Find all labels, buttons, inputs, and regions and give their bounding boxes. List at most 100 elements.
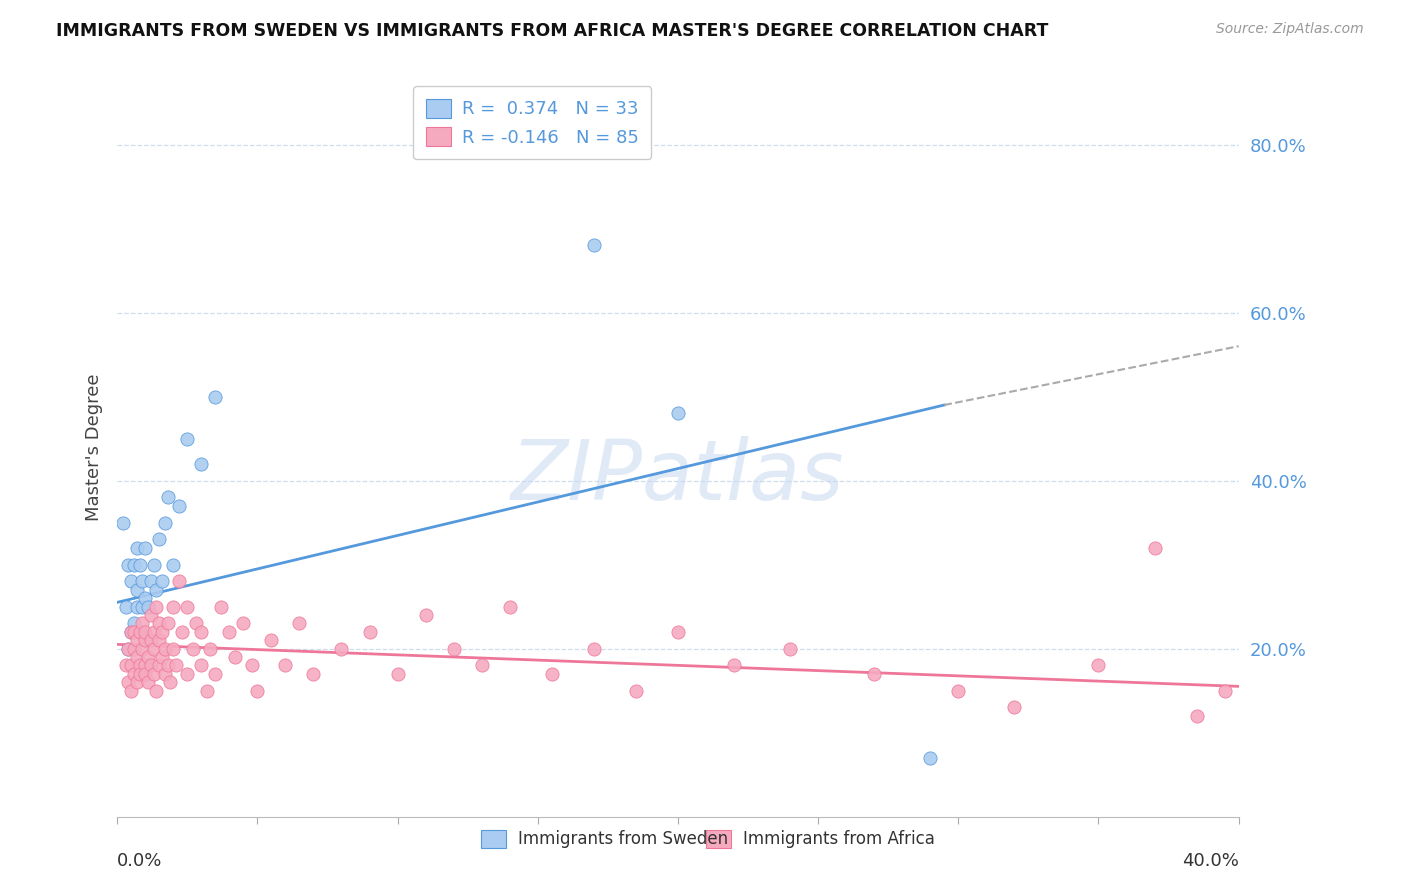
Point — [218, 624, 240, 639]
Point — [122, 624, 145, 639]
Point — [131, 599, 153, 614]
Point — [120, 624, 142, 639]
Point — [145, 599, 167, 614]
Point — [117, 641, 139, 656]
Point — [134, 658, 156, 673]
Point — [176, 432, 198, 446]
Point — [122, 641, 145, 656]
Point — [120, 658, 142, 673]
Point — [162, 599, 184, 614]
Point — [128, 658, 150, 673]
Point — [117, 641, 139, 656]
Point — [120, 683, 142, 698]
Point — [156, 658, 179, 673]
Point — [1143, 541, 1166, 555]
Point — [125, 650, 148, 665]
Point — [128, 624, 150, 639]
Point — [139, 658, 162, 673]
Point — [150, 624, 173, 639]
Text: Source: ZipAtlas.com: Source: ZipAtlas.com — [1216, 22, 1364, 37]
Point — [260, 633, 283, 648]
Point — [624, 683, 647, 698]
Point — [170, 624, 193, 639]
Point — [120, 624, 142, 639]
Point — [120, 574, 142, 589]
Point — [176, 599, 198, 614]
Point — [863, 666, 886, 681]
Point — [148, 658, 170, 673]
Point — [302, 666, 325, 681]
Point — [134, 633, 156, 648]
Point — [499, 599, 522, 614]
Point — [134, 591, 156, 606]
Point — [134, 624, 156, 639]
Point — [122, 616, 145, 631]
Point — [134, 666, 156, 681]
Point — [117, 558, 139, 572]
Point — [204, 390, 226, 404]
Point — [666, 624, 689, 639]
Point — [1002, 700, 1025, 714]
Point — [1185, 708, 1208, 723]
Text: Immigrants from Sweden: Immigrants from Sweden — [517, 830, 728, 847]
Point — [415, 607, 437, 622]
Point — [184, 616, 207, 631]
Point — [111, 516, 134, 530]
Point — [582, 238, 605, 252]
Point — [232, 616, 254, 631]
Point — [150, 574, 173, 589]
Point — [148, 616, 170, 631]
Point — [142, 666, 165, 681]
Point — [195, 683, 218, 698]
Point — [125, 541, 148, 555]
Point — [153, 641, 176, 656]
Point — [540, 666, 562, 681]
Point — [190, 658, 212, 673]
Point — [139, 607, 162, 622]
Point — [122, 666, 145, 681]
Point — [204, 666, 226, 681]
Point — [131, 574, 153, 589]
Point — [176, 666, 198, 681]
Point — [142, 641, 165, 656]
Point — [224, 650, 246, 665]
Point — [387, 666, 409, 681]
Point — [125, 633, 148, 648]
Point — [128, 558, 150, 572]
Point — [948, 683, 970, 698]
Point — [148, 533, 170, 547]
Point — [114, 658, 136, 673]
Point — [162, 558, 184, 572]
Point — [274, 658, 297, 673]
Point — [190, 457, 212, 471]
Point — [136, 675, 159, 690]
Legend: R =  0.374   N = 33, R = -0.146   N = 85: R = 0.374 N = 33, R = -0.146 N = 85 — [413, 87, 651, 160]
Point — [145, 582, 167, 597]
Point — [582, 641, 605, 656]
Point — [156, 491, 179, 505]
Point — [136, 650, 159, 665]
Point — [122, 558, 145, 572]
Point — [359, 624, 381, 639]
Point — [125, 675, 148, 690]
Text: ZIPatlas: ZIPatlas — [512, 436, 845, 517]
Point — [198, 641, 221, 656]
Point — [131, 616, 153, 631]
Point — [142, 624, 165, 639]
Point — [167, 499, 190, 513]
Point — [128, 666, 150, 681]
Text: IMMIGRANTS FROM SWEDEN VS IMMIGRANTS FROM AFRICA MASTER'S DEGREE CORRELATION CHA: IMMIGRANTS FROM SWEDEN VS IMMIGRANTS FRO… — [56, 22, 1049, 40]
Point — [666, 406, 689, 420]
Point — [330, 641, 353, 656]
Point — [920, 750, 942, 764]
Point — [117, 675, 139, 690]
Text: Immigrants from Africa: Immigrants from Africa — [742, 830, 935, 847]
Point — [1213, 683, 1236, 698]
Point — [145, 683, 167, 698]
Point — [162, 641, 184, 656]
Y-axis label: Master's Degree: Master's Degree — [86, 373, 103, 521]
Point — [167, 574, 190, 589]
Point — [131, 641, 153, 656]
Text: 0.0%: 0.0% — [117, 852, 163, 871]
Point — [148, 633, 170, 648]
